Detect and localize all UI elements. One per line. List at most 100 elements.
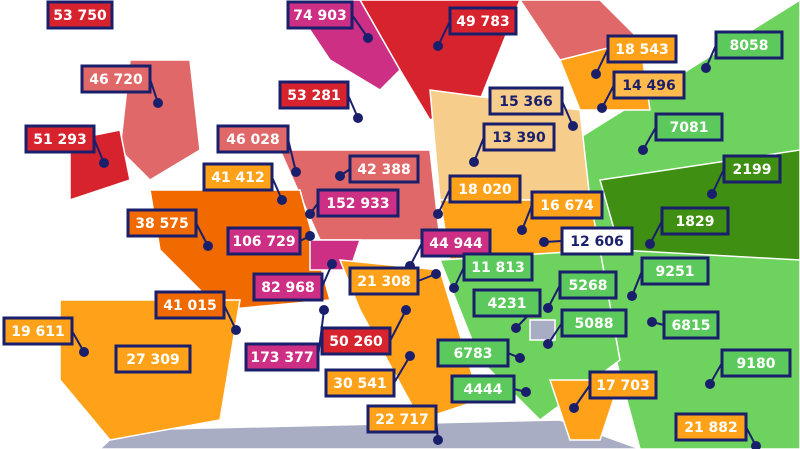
value-label: 27 309 [126, 352, 180, 368]
value-label: 38 575 [135, 216, 189, 232]
label-box [320, 326, 392, 356]
value-label: 49 783 [456, 14, 510, 30]
label-box [154, 290, 226, 320]
pointer-dot [517, 225, 527, 235]
value-label: 19 611 [11, 324, 65, 340]
value-label: 9180 [737, 356, 776, 372]
pointer-dot [79, 347, 89, 357]
pointer-dot [431, 269, 441, 279]
value-label: 11 813 [471, 260, 525, 276]
label-box [530, 190, 604, 220]
value-label: 4444 [464, 382, 503, 398]
pointer-dot [469, 157, 479, 167]
value-label: 8058 [730, 38, 769, 54]
label-box [278, 80, 350, 110]
pointer-dot [705, 379, 715, 389]
value-label: 14 496 [622, 78, 676, 94]
label-box [226, 226, 302, 256]
label-box [588, 370, 658, 400]
value-label: 51 293 [33, 132, 87, 148]
value-label: 173 377 [250, 350, 313, 366]
label-box [674, 412, 748, 442]
label-box [662, 310, 720, 340]
pointer-dot [305, 209, 315, 219]
pointer-dot [627, 291, 637, 301]
label-box [126, 208, 198, 238]
label-box [448, 174, 522, 204]
label-box [714, 30, 784, 60]
value-label: 44 944 [429, 236, 483, 252]
pointer-dot [277, 195, 287, 205]
pointer-dot [511, 323, 521, 333]
pointer-dot [433, 209, 443, 219]
value-label: 5268 [569, 278, 608, 294]
label-box [316, 188, 400, 218]
pointer-dot [701, 63, 711, 73]
label-box [640, 256, 710, 286]
value-label: 30 541 [333, 376, 387, 392]
pointer-dot [335, 171, 345, 181]
label-box [286, 0, 354, 30]
value-label: 17 703 [596, 378, 650, 394]
pointer-dot [515, 353, 525, 363]
value-label: 53 281 [287, 88, 341, 104]
label-box [472, 288, 542, 318]
value-label: 22 717 [375, 412, 429, 428]
pointer-dot [363, 33, 373, 43]
label-box [2, 316, 74, 346]
value-label: 46 720 [89, 72, 143, 88]
value-label: 5088 [575, 316, 614, 332]
label-box [560, 308, 628, 338]
value-label: 9251 [656, 264, 695, 280]
value-label: 21 882 [684, 420, 738, 436]
value-label: 12 606 [570, 234, 624, 250]
pointer-line [389, 309, 407, 342]
value-label: 15 366 [499, 94, 553, 110]
label-box [558, 270, 618, 300]
value-label: 41 015 [163, 298, 217, 314]
value-label: 6815 [672, 318, 711, 334]
value-label: 18 543 [615, 42, 669, 58]
label-box [80, 64, 152, 94]
label-box [450, 374, 516, 404]
value-label: 4231 [488, 296, 527, 312]
value-label: 13 390 [492, 130, 546, 146]
label-box [720, 348, 792, 378]
value-label: 53 750 [53, 8, 107, 24]
pointer-dot [591, 69, 601, 79]
value-label: 50 260 [329, 334, 383, 350]
pointer-dot [291, 167, 301, 177]
value-label: 46 028 [226, 132, 280, 148]
pointer-dot [568, 121, 578, 131]
label-box [24, 124, 96, 154]
label-box [722, 154, 782, 184]
pointer-dot [707, 189, 717, 199]
label-box [488, 86, 564, 116]
label-box [436, 338, 510, 368]
label-box [448, 6, 518, 36]
pointer-dot [319, 305, 329, 315]
value-label: 7081 [670, 120, 709, 136]
value-label: 106 729 [232, 234, 295, 250]
pointer-dot [401, 305, 411, 315]
label-box [462, 252, 534, 282]
pointer-dot [449, 283, 459, 293]
value-label: 2199 [733, 162, 772, 178]
pointer-dot [405, 351, 415, 361]
pointer-dot [433, 435, 443, 445]
pointer-dot [231, 325, 241, 335]
value-label: 152 933 [326, 196, 389, 212]
pointer-dot [543, 303, 553, 313]
label-box [348, 154, 420, 184]
label-box [654, 112, 724, 142]
label-box [202, 162, 274, 192]
pointer-dot [153, 98, 163, 108]
value-label: 1829 [676, 214, 715, 230]
pointer-dot [521, 387, 531, 397]
pointer-dot [203, 241, 213, 251]
kosovo-region [529, 319, 556, 341]
pointer-dot [569, 403, 579, 413]
value-label: 16 674 [540, 198, 594, 214]
label-box [560, 226, 634, 256]
